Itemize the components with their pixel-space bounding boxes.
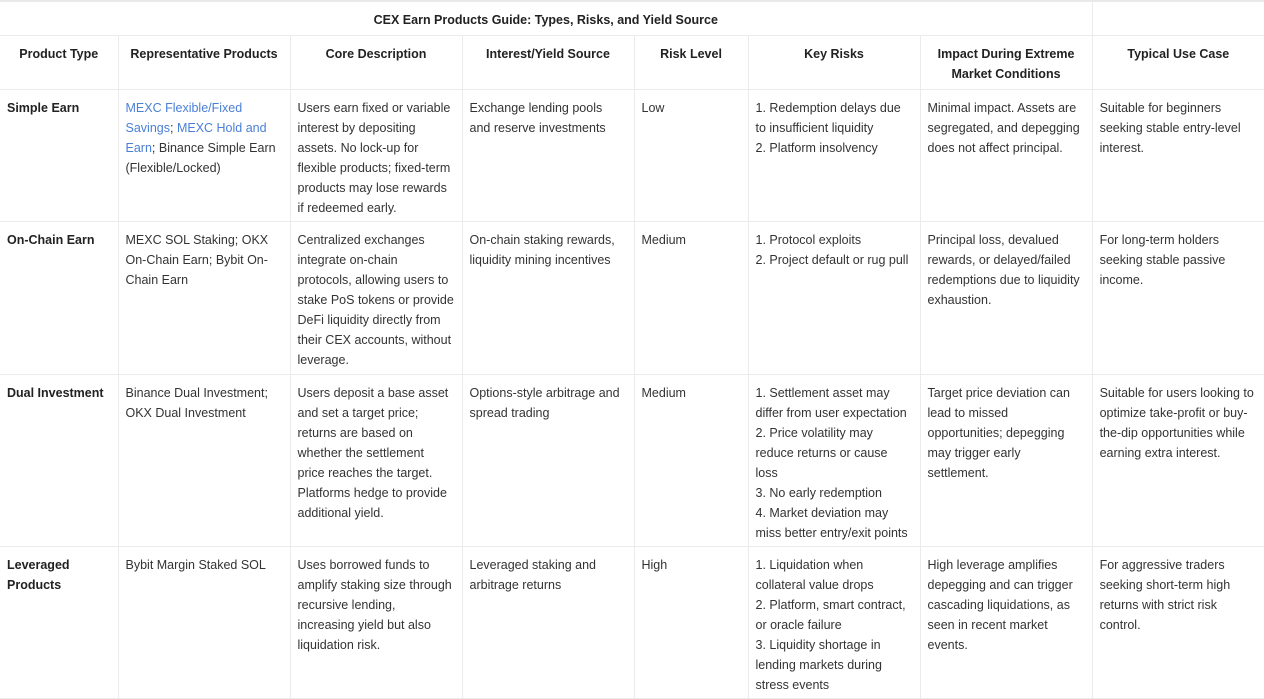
extreme-impact-cell: High leverage amplifies depegging and ca…: [919, 546, 1093, 699]
yield-source-cell: Leveraged staking and arbitrage returns: [461, 546, 635, 699]
key-risk-item: 1. Settlement asset may differ from user…: [755, 386, 907, 420]
extreme-impact-cell: Principal loss, devalued rewards, or del…: [919, 221, 1093, 375]
risk-level-cell: Medium: [633, 221, 749, 375]
key-risk-item: 1. Redemption delays due to insufficient…: [755, 101, 901, 135]
table-row: Leveraged Products Bybit Margin Staked SO…: [0, 546, 1264, 699]
key-risk-item: 3. No early redemption: [755, 486, 882, 500]
risk-level-cell: Medium: [633, 374, 749, 547]
product-type-cell: Simple Earn: [0, 89, 119, 222]
product-text: ; Binance Simple Earn (Flexible/Locked): [125, 141, 276, 175]
use-case-cell: For long-term holders seeking stable pas…: [1091, 221, 1264, 375]
use-case-cell: Suitable for beginners seeking stable en…: [1091, 89, 1264, 222]
column-header: Product Type: [0, 35, 119, 90]
top-divider: [0, 0, 1264, 2]
key-risk-item: 3. Liquidity shortage in lending markets…: [755, 638, 882, 692]
representative-products-cell: Binance Dual Investment; OKX Dual Invest…: [117, 374, 291, 547]
key-risks-cell: 1. Redemption delays due to insufficient…: [747, 89, 921, 222]
product-text: Bybit Margin Staked SOL: [125, 558, 266, 572]
key-risks-cell: 1. Settlement asset may differ from user…: [747, 374, 921, 547]
yield-source-cell: On-chain staking rewards, liquidity mini…: [461, 221, 635, 375]
representative-products-cell: MEXC SOL Staking; OKX On-Chain Earn; Byb…: [117, 221, 291, 375]
core-description-cell: Users deposit a base asset and set a tar…: [289, 374, 463, 547]
yield-source-cell: Options-style arbitrage and spread tradi…: [461, 374, 635, 547]
key-risk-item: 2. Price volatility may reduce returns o…: [755, 426, 888, 480]
core-description-cell: Users earn fixed or variable interest by…: [289, 89, 463, 222]
product-type-cell: Dual Investment: [0, 374, 119, 547]
table-row: Simple Earn MEXC Flexible/Fixed Savings; …: [0, 89, 1264, 222]
product-type-cell: On-Chain Earn: [0, 221, 119, 375]
risk-level-cell: High: [633, 546, 749, 699]
column-header: Impact During Extreme Market Conditions: [919, 35, 1093, 90]
column-header: Representative Products: [117, 35, 291, 90]
representative-products-cell: MEXC Flexible/Fixed Savings; MEXC Hold a…: [117, 89, 291, 222]
extreme-impact-cell: Minimal impact. Assets are segregated, a…: [919, 89, 1093, 222]
product-type-cell: Leveraged Products: [0, 546, 119, 699]
representative-products-cell: Bybit Margin Staked SOL: [117, 546, 291, 699]
yield-source-cell: Exchange lending pools and reserve inves…: [461, 89, 635, 222]
column-header: Interest/Yield Source: [461, 35, 635, 90]
product-text: MEXC SOL Staking; OKX On-Chain Earn; Byb…: [125, 233, 269, 287]
column-header: Risk Level: [633, 35, 749, 90]
key-risks-cell: 1. Liquidation when collateral value dro…: [747, 546, 921, 699]
extreme-impact-cell: Target price deviation can lead to misse…: [919, 374, 1093, 547]
column-header: Typical Use Case: [1091, 35, 1264, 90]
product-link[interactable]: MEXC Flexible/Fixed Savings: [125, 101, 243, 135]
product-link[interactable]: MEXC Hold and Earn: [125, 121, 267, 155]
title-empty-cell: [1091, 2, 1264, 36]
product-text: ;: [169, 121, 177, 135]
key-risk-item: 1. Liquidation when collateral value dro…: [755, 558, 874, 592]
product-text: Binance Dual Investment; OKX Dual Invest…: [125, 386, 268, 420]
column-header: Core Description: [289, 35, 463, 90]
use-case-cell: For aggressive traders seeking short-ter…: [1091, 546, 1264, 699]
key-risk-item: 2. Platform insolvency: [755, 141, 878, 155]
key-risk-item: 2. Project default or rug pull: [755, 253, 909, 267]
core-description-cell: Centralized exchanges integrate on-chain…: [289, 221, 463, 375]
key-risk-item: 2. Platform, smart contract, or oracle f…: [755, 598, 906, 632]
core-description-cell: Uses borrowed funds to amplify staking s…: [289, 546, 463, 699]
table-title: CEX Earn Products Guide: Types, Risks, a…: [0, 2, 1093, 36]
column-header: Key Risks: [747, 35, 921, 90]
risk-level-cell: Low: [633, 89, 749, 222]
table-row: Dual Investment Binance Dual Investment; …: [0, 374, 1264, 547]
use-case-cell: Suitable for users looking to optimize t…: [1091, 374, 1264, 547]
key-risks-cell: 1. Protocol exploits 2. Project default o…: [747, 221, 921, 375]
key-risk-item: 4. Market deviation may miss better entr…: [755, 506, 908, 540]
table-row: On-Chain Earn MEXC SOL Staking; OKX On-Ch…: [0, 221, 1264, 375]
key-risk-item: 1. Protocol exploits: [755, 233, 862, 247]
